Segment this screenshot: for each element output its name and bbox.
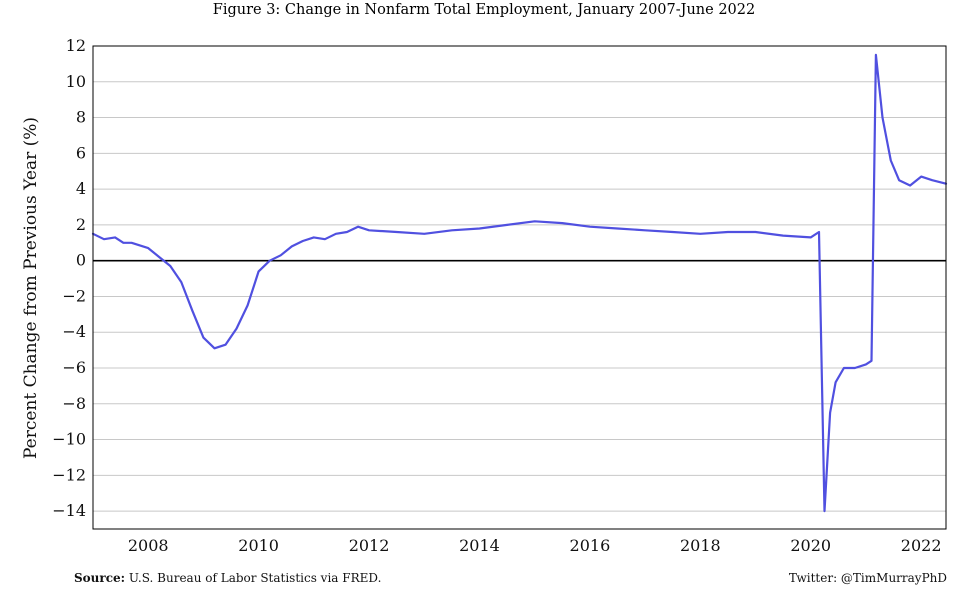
y-tick-label: −10 [52, 430, 86, 449]
y-tick-label: 10 [66, 72, 86, 91]
y-tick-label: −6 [62, 358, 86, 377]
y-tick-label: −8 [62, 394, 86, 413]
y-tick-label: 6 [76, 143, 86, 162]
y-tick-label: 2 [76, 215, 86, 234]
y-tick-labels: 12 10 8 6 4 2 0 −2 −4 −6 −8 −10 −12 −14 [52, 36, 86, 520]
grid-lines [93, 45, 946, 512]
x-tick-label: 2014 [459, 536, 500, 555]
source-text: U.S. Bureau of Labor Statistics via FRED… [128, 571, 382, 585]
y-axis-label: Percent Change from Previous Year (%) [21, 117, 41, 459]
y-tick-label: 4 [76, 179, 86, 198]
source-note: Source: U.S. Bureau of Labor Statistics … [74, 571, 381, 585]
y-tick-label: 0 [76, 251, 86, 270]
x-tick-label: 2010 [238, 536, 279, 555]
plot-frame [92, 45, 947, 530]
y-tick-label: −12 [52, 465, 86, 484]
y-tick-label: 12 [66, 36, 86, 55]
series-line [91, 53, 948, 513]
chart-title: Figure 3: Change in Nonfarm Total Employ… [213, 2, 755, 18]
x-tick-label: 2018 [680, 536, 721, 555]
x-tick-label: 2008 [128, 536, 169, 555]
x-tick-label: 2016 [570, 536, 611, 555]
x-tick-label: 2012 [349, 536, 390, 555]
x-tick-labels: 2008 2010 2012 2014 2016 2018 2020 2022 [128, 536, 942, 555]
y-tick-label: −2 [62, 286, 86, 305]
credit-note: Twitter: @TimMurrayPhD [788, 571, 947, 585]
x-tick-label: 2020 [790, 536, 831, 555]
x-tick-label: 2022 [901, 536, 942, 555]
y-tick-label: −4 [62, 322, 86, 341]
series-line-group [91, 53, 948, 513]
source-label: Source: [74, 571, 126, 585]
y-tick-label: 8 [76, 108, 86, 127]
y-tick-label: −14 [52, 501, 86, 520]
